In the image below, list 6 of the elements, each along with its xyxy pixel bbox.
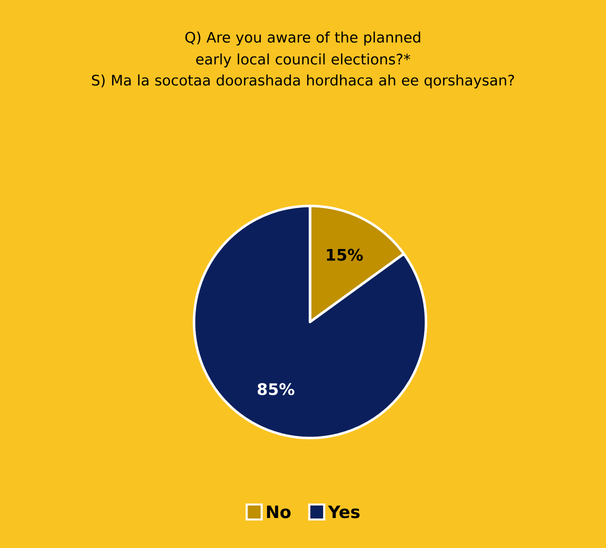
data-label: 85% [258,383,294,396]
legend-label: No [267,506,291,518]
legend-label: Yes [328,506,360,518]
chart-title: Q) Are you aware of the planned early local council elections?* [185,32,420,68]
data-label: 15% [326,248,363,261]
chart-subtitle: S) Ma la socotaa doorashada hordhaca ah ee qorshaysan? [92,74,514,88]
